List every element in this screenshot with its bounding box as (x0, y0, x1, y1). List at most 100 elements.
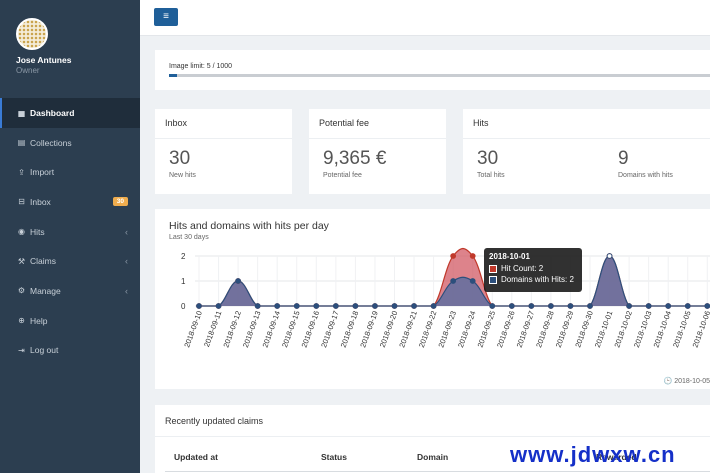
new-hits-value: 30 (169, 148, 191, 169)
x-tick-label: 2018-09-26 (495, 310, 517, 349)
chevron-left-icon: ‹ (125, 256, 128, 267)
data-point (391, 303, 398, 309)
x-tick-label: 2018-09-16 (300, 310, 322, 349)
x-tick-label: 2018-09-22 (417, 310, 439, 349)
data-point (450, 253, 457, 259)
inbox-count-badge: 30 (112, 197, 128, 207)
sidebar-item-manage[interactable]: ⚙ Manage ‹ (0, 276, 140, 306)
recent-claims-panel: Recently updated claims Updated at Statu… (155, 405, 710, 473)
data-point (254, 303, 261, 309)
domains-with-hits-value: 9 (618, 148, 629, 169)
data-point (274, 303, 281, 309)
hits-chart-panel: Hits and domains with hits per day Last … (155, 209, 710, 389)
data-point (372, 303, 378, 309)
sidebar-item-logout[interactable]: ⇥ Log out (0, 336, 140, 366)
data-point (704, 303, 710, 309)
image-limit-label: Image limit: 5 / 1000 (169, 63, 233, 70)
chevron-left-icon: ‹ (125, 226, 128, 237)
hits-chart[interactable]: 0122018-09-102018-09-112018-09-122018-09… (155, 209, 710, 375)
sidebar-item-label: Manage (30, 285, 61, 296)
potential-fee-value: 9,365 € (323, 148, 387, 169)
chart-subtitle: Last 30 days (169, 234, 209, 241)
sidebar-item-hits[interactable]: ◉ Hits ‹ (0, 217, 140, 247)
x-tick-label: 2018-09-17 (319, 310, 341, 349)
chart-date-footer: 🕒 2018-10-05 (663, 378, 710, 385)
tooltip-hit-count: Hit Count: 2 (501, 264, 544, 273)
gavel-icon: ⚒ (17, 256, 26, 266)
x-tick-label: 2018-09-11 (202, 310, 223, 349)
sidebar-item-label: Collections (30, 137, 72, 148)
x-tick-label: 2018-09-12 (221, 310, 243, 349)
potential-fee-card: Potential fee 9,365 € Potential fee (309, 109, 446, 194)
sidebar-item-import[interactable]: ⇪ Import (0, 157, 140, 187)
x-tick-label: 2018-09-27 (515, 310, 537, 349)
eye-icon: ◉ (18, 227, 25, 237)
data-point (684, 303, 691, 309)
sidebar: Jose Antunes Owner ▅ Dashboard ▤ Collect… (0, 0, 140, 473)
x-tick-label: 2018-09-14 (260, 310, 282, 349)
chevron-left-icon: ‹ (125, 285, 128, 296)
hamburger-icon: ≡ (163, 11, 169, 22)
series-line-domains (198, 255, 710, 307)
sidebar-item-label: Import (30, 167, 55, 178)
data-point (528, 303, 535, 309)
data-point (606, 253, 613, 259)
sidebar-item-label: Claims (30, 256, 56, 267)
x-tick-label: 2018-09-30 (573, 310, 595, 349)
tooltip-date: 2018-10-01 (489, 252, 530, 261)
column-header-domain[interactable]: Domain (417, 452, 449, 462)
column-header-status[interactable]: Status (321, 452, 347, 462)
avatar[interactable] (16, 18, 48, 50)
y-tick-label: 0 (181, 302, 186, 311)
x-tick-label: 2018-09-25 (476, 310, 498, 349)
x-tick-label: 2018-10-03 (632, 310, 654, 349)
series-area-hit-count (199, 248, 710, 306)
inbox-icon: ⊟ (18, 197, 25, 207)
data-point (665, 303, 672, 309)
card-title: Potential fee (319, 118, 370, 128)
sidebar-item-claims[interactable]: ⚒ Claims ‹ (0, 246, 140, 276)
data-point (430, 303, 437, 309)
sidebar-item-help[interactable]: ⊕ Help (0, 306, 140, 336)
tooltip-row-hits: Hit Count: 2 (489, 264, 577, 273)
image-limit-progress (169, 74, 710, 77)
y-tick-label: 1 (181, 277, 186, 286)
hit-count-swatch (489, 264, 497, 273)
tooltip-row-domains: Domains with Hits: 2 (489, 275, 577, 284)
inbox-card: Inbox 30 New hits (155, 109, 292, 194)
x-tick-label: 2018-09-10 (182, 310, 204, 349)
data-point (567, 303, 574, 309)
hits-card: Hits 30 Total hits 9 Domains with hits (463, 109, 710, 194)
data-point (196, 303, 202, 309)
x-tick-label: 2018-10-05 (671, 310, 693, 349)
data-point (352, 303, 359, 309)
x-tick-label: 2018-10-04 (651, 310, 673, 349)
total-hits-value: 30 (477, 148, 499, 169)
sidebar-item-label: Hits (30, 226, 45, 237)
sidebar-item-collections[interactable]: ▤ Collections (0, 128, 140, 158)
x-tick-label: 2018-10-01 (593, 310, 615, 349)
total-hits-label: Total hits (477, 172, 505, 179)
column-header-updated-at[interactable]: Updated at (174, 452, 218, 462)
chart-title: Hits and domains with hits per day (169, 220, 329, 232)
new-hits-label: New hits (169, 172, 196, 179)
menu-toggle-button[interactable]: ≡ (154, 8, 178, 26)
column-header-rewarded[interactable]: Rewarded (596, 452, 637, 462)
sidebar-nav: ▅ Dashboard ▤ Collections ⇪ Import ⊟ Inb… (0, 98, 140, 365)
data-point (469, 278, 476, 284)
file-icon: ▤ (17, 138, 26, 148)
data-point (469, 253, 476, 259)
image-limit-progress-fill (169, 74, 178, 77)
watermark: www.jdwxw.cn (510, 442, 676, 467)
data-point (548, 303, 554, 309)
data-point (411, 303, 417, 309)
user-role: Owner (16, 66, 40, 75)
data-point (293, 303, 300, 309)
data-point (626, 303, 633, 309)
sidebar-item-dashboard[interactable]: ▅ Dashboard (0, 98, 140, 128)
sidebar-item-inbox[interactable]: ⊟ Inbox 30 (0, 187, 140, 217)
card-title: Hits (473, 118, 489, 128)
tooltip-domains: Domains with Hits: 2 (501, 275, 574, 284)
data-point (645, 303, 652, 309)
data-point (508, 303, 515, 309)
